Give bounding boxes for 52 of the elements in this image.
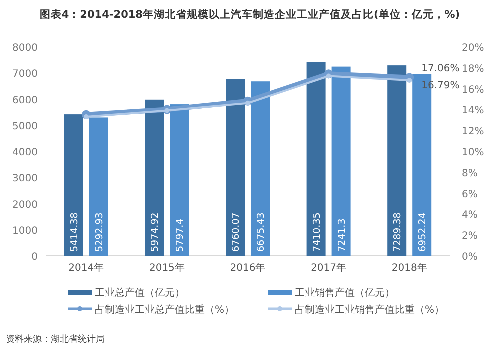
chart-title: 图表4：2014-2018年湖北省规模以上汽车制造企业工业产值及占比(单位：亿元，%) bbox=[40, 8, 460, 21]
y2-tick-label: 14% bbox=[462, 106, 484, 117]
y2-tick-label: 10% bbox=[462, 148, 484, 158]
legend-label: 工业销售产值（亿元） bbox=[295, 287, 395, 299]
bar bbox=[332, 66, 351, 256]
y2-tick-label: 4% bbox=[462, 210, 478, 222]
data-label: 7241.3 bbox=[336, 218, 348, 252]
legend-label: 占制造业工业销售产值比重（%） bbox=[295, 304, 445, 316]
x-tick-label: 2015年 bbox=[149, 262, 185, 274]
data-label: 5414.38 bbox=[69, 212, 80, 252]
x-tick-label: 2014年 bbox=[68, 262, 104, 274]
y-tick-label: 2000 bbox=[12, 200, 38, 211]
x-tick-label: 2016年 bbox=[230, 262, 266, 274]
x-tick-label: 2017年 bbox=[311, 262, 347, 274]
data-label: 6760.07 bbox=[231, 212, 242, 252]
bar bbox=[64, 114, 84, 256]
y2-tick-label: 16% bbox=[462, 84, 484, 96]
bar bbox=[170, 104, 190, 256]
y-tick-label: 4000 bbox=[12, 148, 38, 158]
data-label: 5292.93 bbox=[94, 212, 106, 252]
data-label: 6675.43 bbox=[256, 212, 267, 252]
y-tick-label: 6000 bbox=[12, 95, 38, 106]
text: 资料来源：湖北省统计局 bbox=[6, 334, 105, 345]
y-tick-label: 3000 bbox=[12, 174, 38, 185]
y2-tick-label: 12% bbox=[462, 126, 484, 138]
y-tick-label: 1000 bbox=[12, 226, 38, 237]
x-tick-label: 2018年 bbox=[392, 262, 428, 274]
y2-tick-label: 20% bbox=[462, 43, 484, 54]
bar bbox=[89, 118, 108, 256]
bar bbox=[306, 62, 326, 256]
data-label: 5974.92 bbox=[150, 212, 162, 252]
y2-tick-label: 0% bbox=[462, 252, 478, 263]
legend-label: 工业总产值（亿元） bbox=[95, 287, 185, 299]
y2-tick-label: 18% bbox=[462, 64, 484, 75]
bar bbox=[145, 100, 164, 256]
point bbox=[407, 78, 412, 84]
y-tick-label: 8000 bbox=[12, 43, 38, 54]
bar bbox=[226, 79, 245, 256]
y2-tick-label: 2% bbox=[462, 231, 478, 242]
data-label: 7289.38 bbox=[392, 212, 404, 252]
legend-label: 占制造业工业总产值比重（%） bbox=[95, 304, 235, 316]
y2-tick-label: 6% bbox=[462, 189, 478, 200]
y2-tick-label: 8% bbox=[462, 168, 478, 180]
bar bbox=[388, 66, 407, 256]
y-tick-label: 0 bbox=[32, 252, 38, 263]
data-label: 6952.24 bbox=[418, 212, 429, 252]
y-tick-label: 7000 bbox=[12, 69, 38, 80]
bar bbox=[251, 82, 270, 256]
data-label: 7410.35 bbox=[312, 212, 323, 252]
data-label: 17.06% bbox=[422, 64, 460, 75]
data-label: 5797.4 bbox=[175, 218, 186, 252]
y-tick-label: 5000 bbox=[12, 121, 38, 132]
